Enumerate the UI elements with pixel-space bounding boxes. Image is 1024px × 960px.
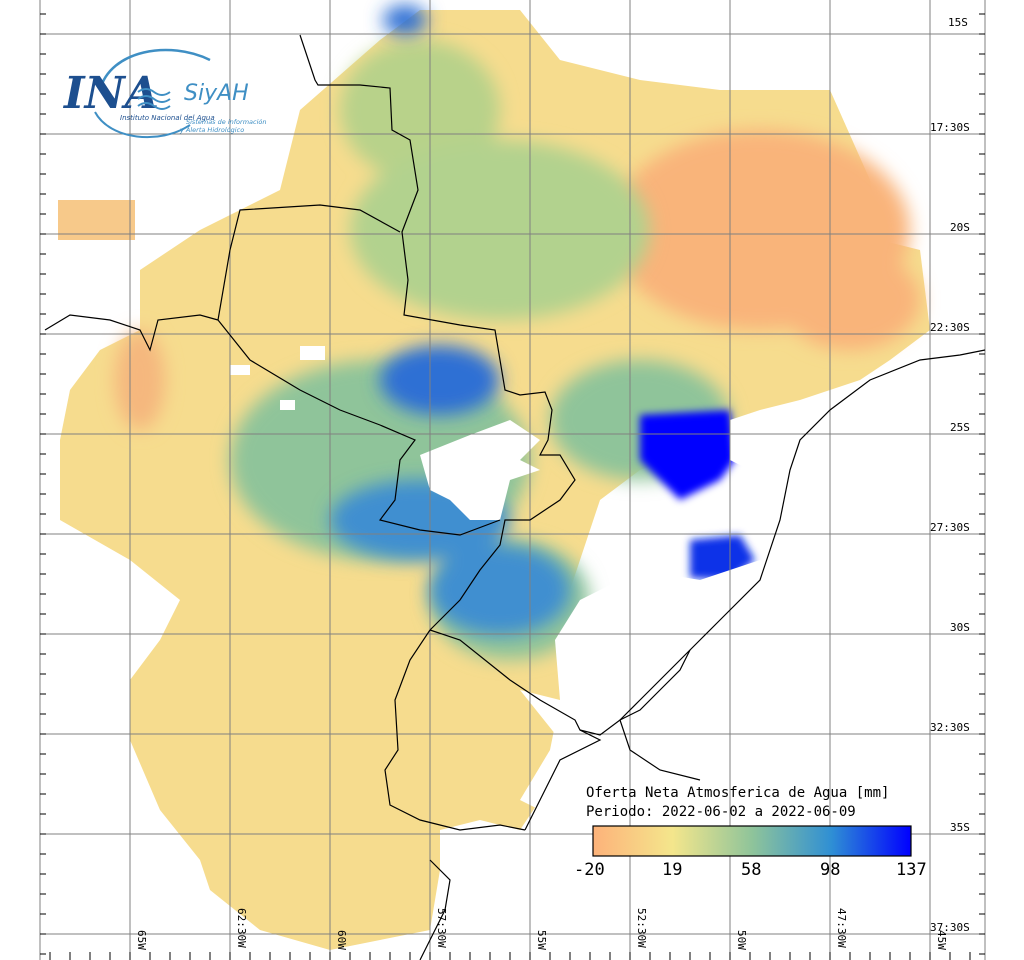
logo-tagline-2: y Alerta Hidrológico — [179, 126, 244, 134]
lat-label-3: 22:30S — [930, 321, 970, 334]
logo-tagline-1: Sistemas de información — [186, 118, 266, 126]
data-field — [58, 5, 930, 950]
field-orange-east — [780, 250, 920, 350]
lat-labels: 15S 17:30S 20S 22:30S 25S 27:30S 30S 32:… — [930, 16, 970, 934]
field-orange-west — [115, 330, 165, 430]
legend-period: Periodo: 2022-06-02 a 2022-06-09 — [586, 804, 856, 820]
field-nodata-central — [420, 420, 540, 520]
lat-label-9: 37:30S — [930, 921, 970, 934]
field-nodata-small1 — [300, 346, 325, 360]
field-blue-north — [383, 5, 427, 35]
field-west-patch — [58, 200, 135, 240]
lat-label-0: 15S — [948, 16, 968, 29]
lat-label-8: 35S — [950, 821, 970, 834]
field-green-central — [350, 140, 650, 320]
legend-tick-0: -20 — [574, 860, 605, 880]
country-borders — [44, 34, 986, 960]
logo-institution: Instituto Nacional del Agua — [120, 114, 215, 122]
colorbar — [592, 825, 912, 857]
legend-tick-3: 98 — [820, 860, 840, 880]
logo-waves — [137, 88, 171, 110]
lon-label-5: 52:30W — [635, 908, 648, 948]
lon-label-8: 45W — [935, 930, 948, 950]
legend-tick-2: 58 — [741, 860, 761, 880]
field-nodata-small2 — [230, 365, 250, 375]
field-blue-coast — [640, 410, 735, 500]
lon-label-6: 50W — [735, 930, 748, 950]
lon-label-1: 62:30W — [235, 908, 248, 948]
logo-swoosh — [98, 48, 211, 91]
legend-tick-4: 137 — [896, 860, 927, 880]
legend-title: Oferta Neta Atmosferica de Agua [mm] — [586, 785, 889, 801]
lon-label-0: 65W — [135, 930, 148, 950]
colorbar-legend: Oferta Neta Atmosferica de Agua [mm] Per… — [574, 785, 927, 880]
logo-swoosh-low — [94, 111, 191, 138]
lat-label-7: 32:30S — [930, 721, 970, 734]
lat-label-1: 17:30S — [930, 121, 970, 134]
field-blue-paraguay — [380, 345, 500, 415]
graticule — [39, 0, 986, 960]
lon-label-4: 55W — [535, 930, 548, 950]
frame-ticks — [40, 13, 985, 960]
lon-labels: 65W 62:30W 60W 57:30W 55W 52:30W 50W 47:… — [135, 908, 948, 950]
lon-label-2: 60W — [335, 930, 348, 950]
lon-label-3: 57:30W — [435, 908, 448, 948]
field-nodata-coast — [730, 400, 800, 500]
lat-label-6: 30S — [950, 621, 970, 634]
field-blue-litoral — [430, 545, 570, 635]
lat-label-4: 25S — [950, 421, 970, 434]
logo-siyah-text: SiyAH — [184, 81, 249, 106]
logo-ina-text: INA — [62, 68, 159, 119]
lon-label-7: 47:30W — [835, 908, 848, 948]
field-nodata-small3 — [280, 400, 295, 410]
lat-label-5: 27:30S — [930, 521, 970, 534]
legend-tick-1: 19 — [662, 860, 682, 880]
lat-label-2: 20S — [950, 221, 970, 234]
ina-siyah-logo: INA SiyAH Instituto Nacional del Agua Si… — [62, 48, 266, 138]
